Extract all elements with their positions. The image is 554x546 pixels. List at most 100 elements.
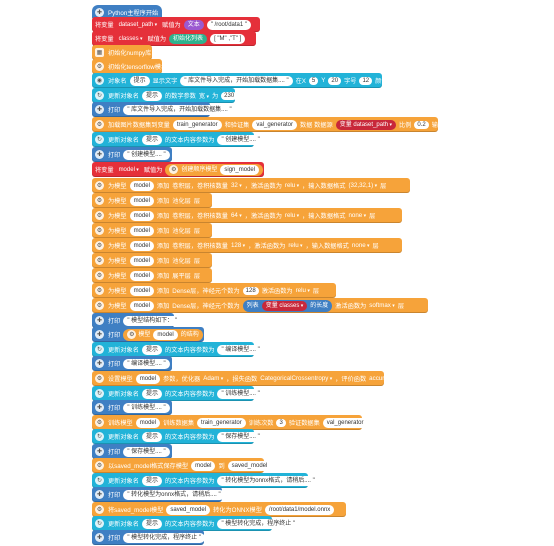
input-format-dropdown[interactable]: none [352,242,370,249]
object-name-field[interactable]: 提示 [141,388,162,399]
model-field[interactable]: model [129,240,154,251]
model-field[interactable]: model [129,210,154,221]
train-data-field[interactable]: train_generator [197,417,246,428]
object-name-field[interactable]: 提示 [141,90,162,101]
model-field[interactable]: model [129,195,154,206]
print-block[interactable]: ✚ 打印 " 模型结构如下： " [92,313,181,328]
model-field[interactable]: model [129,270,154,281]
text-value-field[interactable]: " 模型结构如下： " [123,315,181,326]
update-text-block[interactable]: ↻ 更新对象名 提示 的文本内容参数为 " 创建模型.... " [92,132,264,147]
load-dataset-block[interactable]: ⚙ 加载图片数据集到变量 train_generator 和验证集 val_ge… [92,117,476,132]
list-length-block[interactable]: 列表 变量 classes 的长度 [242,299,333,312]
main-start-block[interactable]: ✚ Python主程序开始 [92,5,162,20]
print-block[interactable]: ✚ 打印 " 模型转化完成，程序终止 " [92,530,205,545]
model-field[interactable]: model [129,255,154,266]
print-block[interactable]: ✚ 打印 " 编译模型.... " [92,356,172,371]
init-tensorflow-block[interactable]: ⚙ 初始化tensorflow模块 [92,59,167,74]
print-block[interactable]: ✚ 打印 " 创建模型.... " [92,147,172,162]
print-block[interactable]: ✚ 打印 " 库文件导入完成，开始加载数据集.... " [92,102,236,117]
print-block[interactable]: ✚ 打印 " 保存模型.... " [92,444,172,459]
text-value-field[interactable]: " 训练模型.... " [123,402,170,413]
input-size-dropdown[interactable]: 32x32 [459,121,480,128]
activation-dropdown[interactable]: relu [296,287,310,294]
add-pool-layer-block[interactable]: ⚙ 为模型 model 添加 池化层 层 [92,223,212,238]
init-numpy-block[interactable]: ▦ 初始化numpy库 [92,45,152,60]
text-value-field[interactable]: " 训练模型.... " [217,388,264,399]
width-value-field[interactable]: 230 [221,91,238,100]
loss-dropdown[interactable]: CategoricalCrossentropy [260,375,332,382]
activation-dropdown[interactable]: relu [285,212,299,219]
text-value-field[interactable]: " 库文件导入完成，开始加载数据集.... " [180,75,293,86]
classes-variable-block[interactable]: 变量 classes [261,300,308,311]
input-format-dropdown[interactable]: none [348,212,366,219]
assign-model-block[interactable]: 将变量 model 赋值为 ⚙ 创建顺序模型 sign_model [92,162,264,177]
object-name-field[interactable]: 提示 [141,344,162,355]
object-name-field[interactable]: 提示 [141,475,162,486]
model-name-field[interactable]: sign_model [220,164,260,175]
train-model-block[interactable]: ⚙ 训练模型 model 训练数据集 train_generator 训练次数 … [92,415,368,430]
print-block[interactable]: ✚ 打印 " 训练模型.... " [92,400,172,415]
update-text-block[interactable]: ↻ 更新对象名 提示 的文本内容参数为 " 保存模型.... " [92,429,264,444]
filters-dropdown[interactable]: 128 [231,242,245,249]
assign-classes-block[interactable]: 将变量 classes 赋值为 初始化列表 [ "M" ,"T" ] [92,31,256,46]
model-field[interactable]: model [191,460,216,471]
train-var-field[interactable]: train_generator [172,119,222,130]
list-value-field[interactable]: [ "M" ,"T" ] [210,33,246,44]
text-value-field[interactable]: " 创建模型.... " [123,149,170,160]
model-field[interactable]: model [129,225,154,236]
update-text-block[interactable]: ↻ 更新对象名 提示 的文本内容参数为 " 模型转化完成，程序终止 " [92,516,300,531]
add-pool-layer-block[interactable]: ⚙ 为模型 model 添加 池化层 层 [92,253,212,268]
add-flatten-layer-block[interactable]: ⚙ 为模型 model 添加 展平层 层 [92,268,212,283]
save-path-field[interactable]: saved_model [227,460,272,471]
filters-dropdown[interactable]: 64 [231,212,242,219]
epochs-field[interactable]: 3 [276,418,286,427]
model-field[interactable]: model [135,417,161,428]
add-dense-layer-block[interactable]: ⚙ 为模型 model 添加 Dense层，神经元个数为 列表 变量 class… [92,298,428,313]
print-model-summary-block[interactable]: ✚ 打印 ⚙ 模型 model 的结构 [92,327,204,342]
text-value-field[interactable]: " 保存模型.... " [123,446,170,457]
text-value-field[interactable]: " 编译模型.... " [217,344,264,355]
text-value-field[interactable]: " 模型转化完成，程序终止 " [123,532,205,543]
activation-dropdown[interactable]: relu [285,182,299,189]
val-var-field[interactable]: val_generator [252,119,298,130]
text-value-field[interactable]: " /root/data1 " [206,19,252,30]
text-value-field[interactable]: " 编译模型.... " [123,358,170,369]
create-sequential-model-block[interactable]: ⚙ 创建顺序模型 sign_model [165,163,264,176]
input-format-dropdown[interactable]: (32,32,1) [348,182,377,189]
text-value-field[interactable]: " 转化模型为onnx格式，请稍后.... " [217,475,319,486]
text-value-field[interactable]: " 创建模型.... " [217,134,264,145]
compile-model-block[interactable]: ⚙ 设置模型 model 参数，优化器 Adam ，损失函数 Categoric… [92,371,394,386]
model-field[interactable]: model [129,300,154,311]
variable-dropdown[interactable]: dataset_path [116,20,160,29]
add-conv-layer-block[interactable]: ⚙ 为模型 model 添加 卷积层，卷积核数量 64 ，激活函数为 relu … [92,208,402,223]
convert-onnx-block[interactable]: ⚙ 将saved_model模型 saved_model 转化为ONNX模型 /… [92,502,346,517]
show-text-block[interactable]: ◉ 对象名 提示 显示文字 " 库文件导入完成，开始加载数据集.... " 在X… [92,73,388,88]
add-dense-layer-block[interactable]: ⚙ 为模型 model 添加 Dense层，神经元个数为 128 激活函数为 r… [92,283,336,298]
update-number-param-block[interactable]: ↻ 更新对象名 提示 的数字参数 宽 为 230 [92,88,238,103]
print-block[interactable]: ✚ 打印 " 转化模型为onnx格式，请稍后.... " [92,487,225,502]
metric-dropdown[interactable]: accuracy [369,375,398,382]
onnx-path-field[interactable]: /root/data1/model.onnx [264,504,335,515]
text-value-field[interactable]: " 模型转化完成，程序终止 " [217,518,300,529]
activation-dropdown[interactable]: relu [288,242,302,249]
model-field[interactable]: model [135,373,161,384]
model-structure-block[interactable]: ⚙ 模型 model 的结构 [123,328,203,341]
text-value-field[interactable]: " 库文件导入完成，开始加载数据集.... " [123,104,236,115]
save-model-block[interactable]: ⚙ 以saved_model格式保存模型 model 到 saved_model [92,458,272,473]
activation-dropdown[interactable]: softmax [369,302,395,309]
saved-model-field[interactable]: saved_model [166,504,211,515]
object-name-field[interactable]: 提示 [141,518,162,529]
font-size-field[interactable]: 12 [359,76,373,85]
variable-dropdown[interactable]: model [116,165,141,174]
model-field[interactable]: model [153,329,178,340]
object-name-field[interactable]: 提示 [141,431,162,442]
object-name-field[interactable]: 提示 [129,75,150,86]
add-pool-layer-block[interactable]: ⚙ 为模型 model 添加 池化层 层 [92,193,212,208]
text-block[interactable]: 文本 [183,19,204,30]
x-field[interactable]: 5 [308,76,319,85]
assign-dataset-path-block[interactable]: 将变量 dataset_path 赋值为 文本 " /root/data1 " [92,17,260,32]
ratio-field[interactable]: 0.2 [414,120,429,129]
variable-dropdown[interactable]: classes [116,34,145,43]
val-data-field[interactable]: val_generator [322,417,368,428]
optimizer-dropdown[interactable]: Adam [203,375,223,382]
